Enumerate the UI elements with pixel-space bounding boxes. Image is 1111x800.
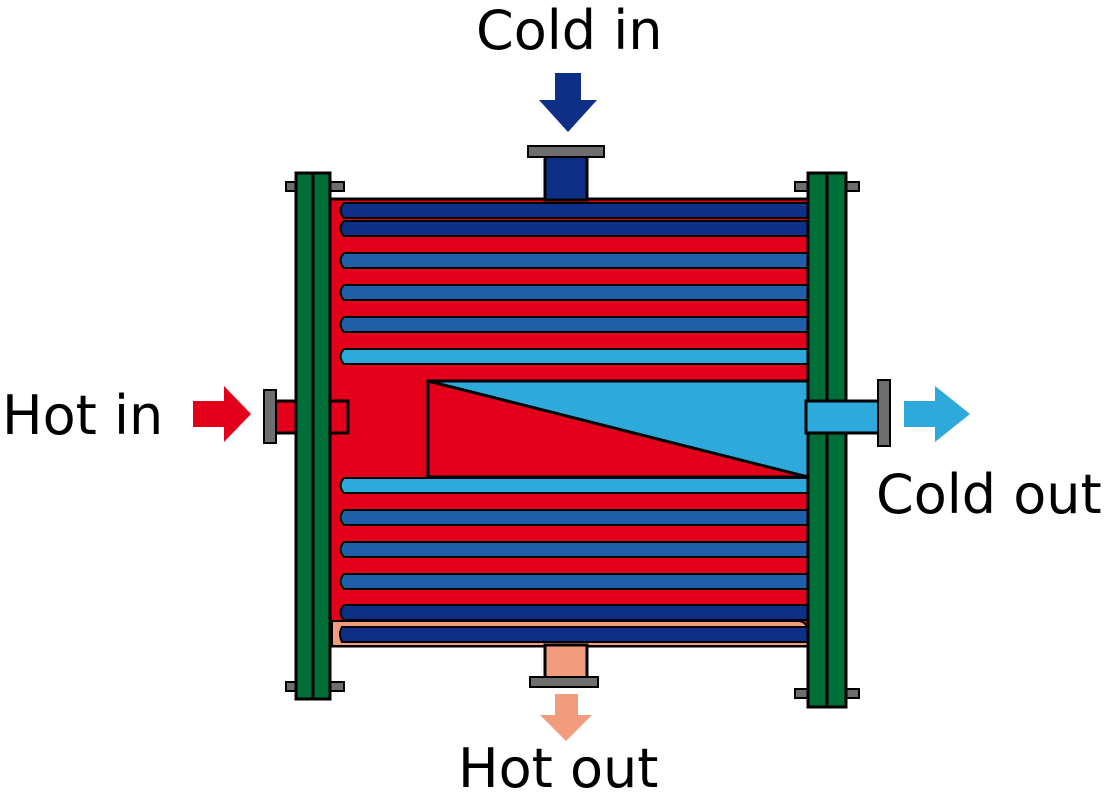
- cold-out-label: Cold out: [876, 463, 1102, 526]
- hot-in-label: Hot in: [2, 384, 164, 447]
- tube-10: [339, 573, 809, 590]
- cold-in-arrow: [539, 73, 597, 132]
- cold-outlet-flange: [877, 379, 891, 447]
- tube-5: [339, 316, 809, 333]
- cold-outlet-nozzle: [804, 399, 884, 435]
- hot-out-label: Hot out: [458, 737, 659, 800]
- tube-2: [339, 220, 809, 237]
- cold-out-arrow: [904, 386, 970, 442]
- tube-3: [339, 252, 809, 269]
- hot-outlet-flange: [529, 676, 599, 688]
- tube-9: [339, 541, 809, 558]
- cold-inlet-nozzle: [543, 150, 589, 202]
- tube-7: [339, 477, 809, 494]
- tube-8: [339, 509, 809, 526]
- cold-inlet-flange: [527, 145, 605, 158]
- tube-11: [339, 604, 809, 621]
- hot-outlet-nozzle: [543, 643, 589, 683]
- tube-4: [339, 284, 809, 301]
- tube-6: [339, 348, 809, 365]
- hot-inlet-flange: [263, 389, 277, 444]
- tube-bottom: [339, 626, 809, 643]
- tube-1: [339, 202, 809, 219]
- hot-in-arrow: [193, 386, 251, 442]
- tube-bundle: [339, 202, 809, 621]
- cold-in-label: Cold in: [476, 0, 663, 62]
- hot-out-arrow: [540, 694, 592, 741]
